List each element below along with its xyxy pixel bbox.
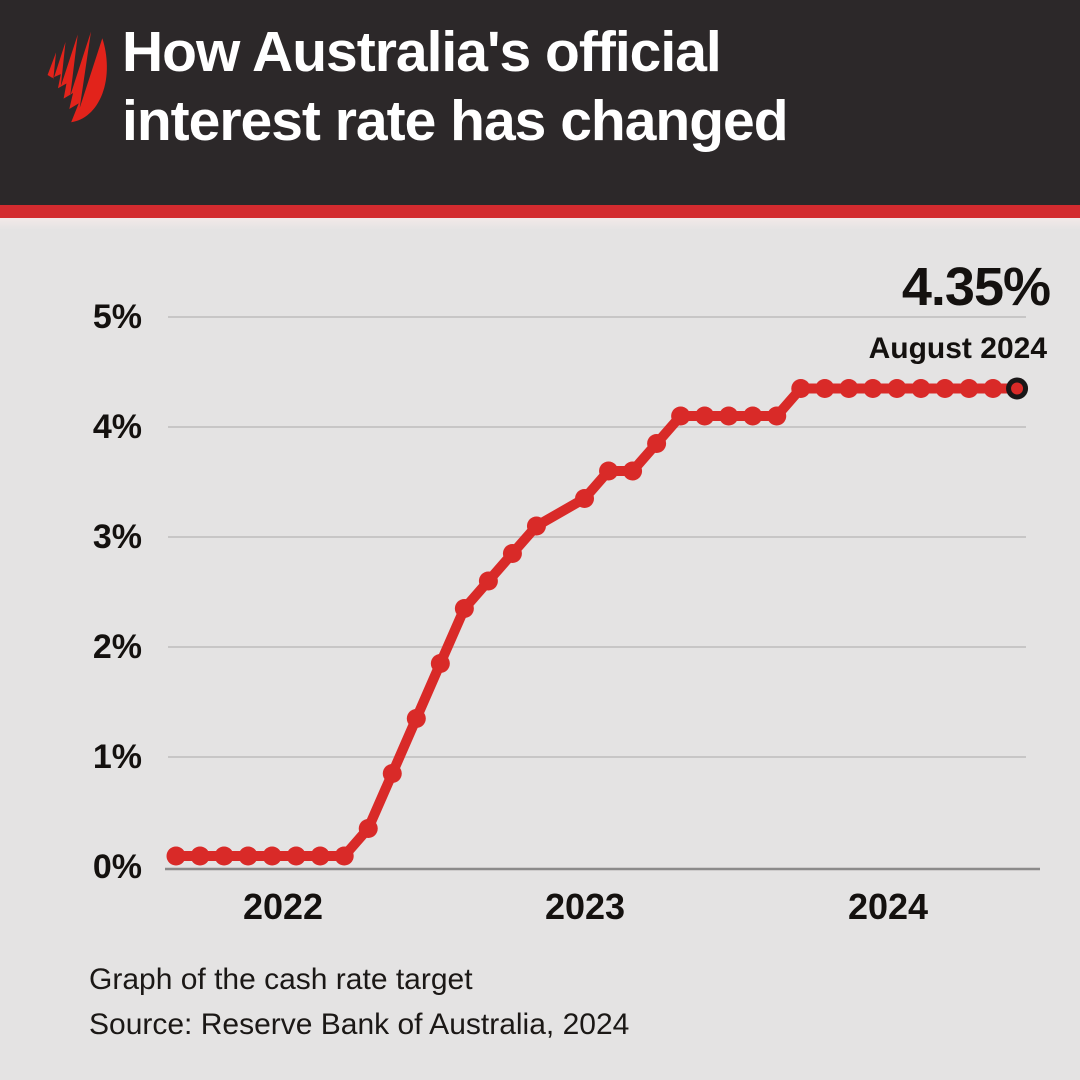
y-axis-label-0%: 0% [92,848,142,886]
y-axis-label-2%: 2% [92,628,142,666]
data-point [358,819,378,838]
data-point [238,846,258,866]
data-point [406,709,426,728]
data-point [478,571,498,591]
data-point [262,846,282,866]
data-point [502,544,522,563]
page-title-line2: interest rate has changed [122,89,789,153]
page-title-line1: How Australia's official [122,20,722,84]
data-point [526,516,546,536]
data-point [959,379,979,398]
y-axis-label-3%: 3% [92,518,142,556]
chart-caption: Graph of the cash rate target [89,963,473,996]
x-axis-label-2023: 2023 [544,886,626,927]
data-point [815,379,835,398]
data-point [863,379,883,398]
x-axis-label-2022: 2022 [242,886,324,927]
sbs-logo-icon [47,31,107,123]
annotation-date: August 2024 [868,332,1047,365]
chart-footer: Graph of the cash rate target Source: Re… [89,957,629,1047]
chart-source: Source: Reserve Bank of Australia, 2024 [89,1008,630,1041]
data-point [839,379,859,398]
y-axis-label-1%: 1% [92,738,142,776]
data-point [887,379,907,398]
data-point [647,434,667,453]
data-point [334,846,354,866]
data-point [575,489,595,508]
data-point [623,461,643,481]
data-point [671,406,691,426]
data-point [430,654,450,673]
data-point [190,846,210,866]
data-point [911,379,931,398]
data-point [743,406,763,426]
page-title: How Australia's official interest rate h… [122,18,789,156]
y-axis-label-5%: 5% [92,298,142,336]
data-point [382,764,402,783]
data-point [791,379,811,398]
x-axis-label-2024: 2024 [847,886,929,927]
annotation-rate-value: 4.35% [901,257,1051,317]
accent-stripe [0,205,1080,218]
y-axis-label-4%: 4% [92,408,142,446]
data-point [695,406,715,426]
data-point [310,846,330,866]
data-point [767,406,787,426]
cash-rate-line [171,383,1023,861]
header: How Australia's official interest rate h… [0,0,1080,205]
data-point [454,599,474,618]
data-point [935,379,955,398]
data-point [286,846,306,866]
data-point-latest [1006,377,1029,400]
stripe-fade [0,218,1080,230]
data-point [214,846,234,866]
data-point [983,379,1003,398]
data-point [166,846,186,866]
data-point [719,406,739,426]
data-point [599,461,619,481]
